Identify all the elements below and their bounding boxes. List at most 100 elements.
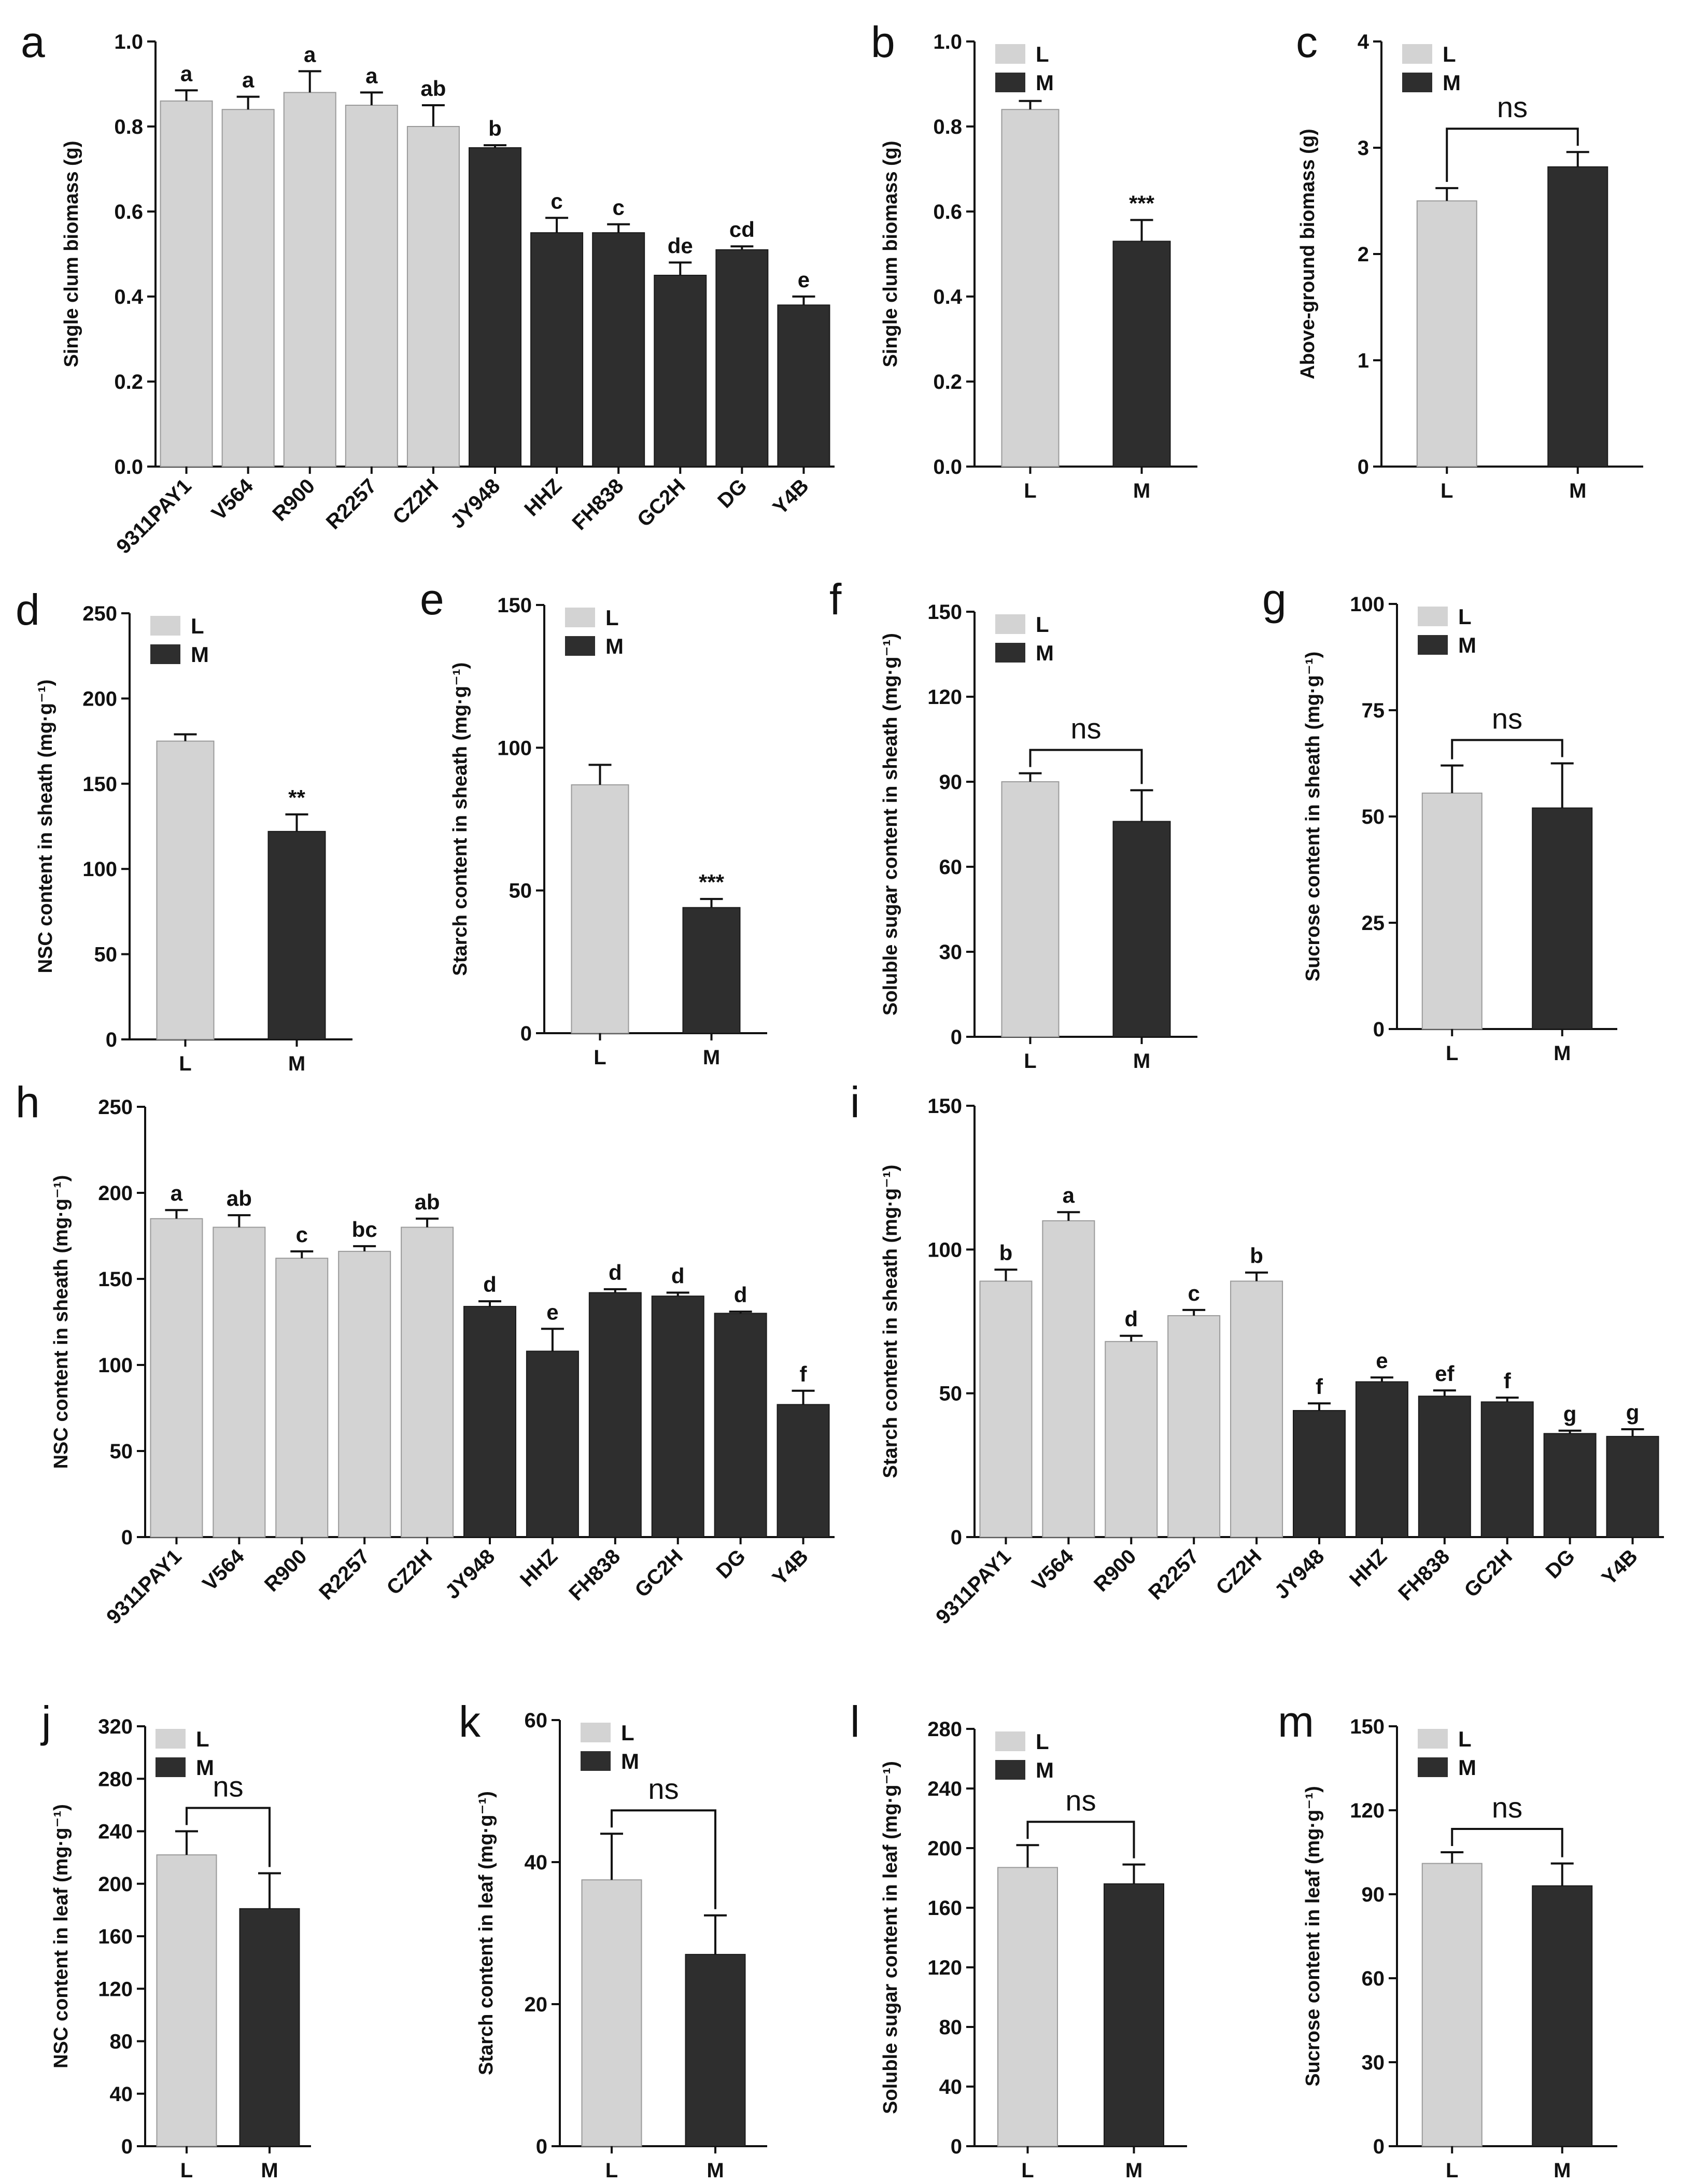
legend-swatch-M — [150, 644, 180, 664]
x-tick-label: M — [1569, 480, 1586, 502]
y-tick-label: 0 — [1373, 1018, 1385, 1041]
significance-label: g — [1626, 1400, 1640, 1425]
x-tick-label: M — [1554, 2159, 1571, 2182]
x-tick-label: FH838 — [568, 474, 628, 534]
legend-label: L — [605, 605, 619, 630]
bar-Y4B — [1606, 1435, 1659, 1538]
significance-label: c — [550, 189, 562, 213]
y-tick-label: 0.2 — [114, 371, 143, 393]
legend-swatch-L — [150, 616, 180, 636]
bar-JY948 — [1293, 1410, 1346, 1538]
significance-label: *** — [1129, 191, 1155, 215]
legend-label: L — [1443, 42, 1456, 66]
y-tick-label: 0.2 — [933, 371, 962, 393]
significance-label: a — [180, 61, 193, 86]
x-tick-label: Y4B — [769, 474, 813, 519]
y-tick-label: 50 — [509, 880, 532, 903]
significance-bracket — [1451, 1828, 1563, 1857]
x-tick-label: 9311PAY1 — [112, 474, 196, 558]
y-axis-title: Sucrose content in sheath (mg·g⁻¹) — [1302, 652, 1324, 982]
y-tick-label: 0 — [121, 1526, 133, 1549]
significance-label: c — [296, 1222, 308, 1247]
x-tick-label: FH838 — [1394, 1545, 1454, 1605]
x-tick-label: HHZ — [520, 474, 566, 520]
bar-R900 — [275, 1258, 329, 1538]
y-tick-label: 0 — [951, 1026, 962, 1049]
bar-GC2H — [654, 275, 707, 467]
y-tick-label: 40 — [110, 2083, 133, 2106]
y-tick-label: 4 — [1358, 31, 1370, 53]
significance-label: b — [488, 116, 502, 140]
bar-L — [1421, 792, 1483, 1030]
y-tick-label: 160 — [927, 1897, 962, 1920]
significance-bracket — [611, 1809, 716, 1909]
y-tick-label: 240 — [927, 1778, 962, 1800]
bar-R2257 — [338, 1250, 391, 1538]
legend-swatch-L — [1402, 44, 1432, 64]
bar-9311PAY1 — [979, 1280, 1033, 1538]
bar-M — [1547, 166, 1608, 467]
panel-letter: g — [1262, 575, 1287, 624]
y-tick-label: 0.0 — [114, 456, 143, 478]
panel-letter: d — [16, 585, 40, 634]
x-tick-label: CZ2H — [1211, 1545, 1266, 1599]
x-tick-label: Y4B — [768, 1545, 813, 1589]
x-tick-label: L — [1446, 2159, 1458, 2182]
ns-label: ns — [1497, 91, 1528, 123]
y-tick-label: 0 — [951, 2135, 962, 2158]
legend-label: L — [1036, 42, 1049, 66]
bar-DG — [715, 249, 769, 467]
significance-label: a — [365, 63, 378, 88]
bar-CZ2H — [1230, 1280, 1283, 1538]
bar-Y4B — [777, 1404, 830, 1538]
x-tick-label: R900 — [268, 474, 319, 526]
legend-label: L — [191, 614, 204, 638]
panel-letter: l — [850, 1697, 860, 1746]
x-tick-label: L — [1446, 1042, 1458, 1065]
bar-HHZ — [526, 1350, 579, 1538]
bar-GC2H — [1480, 1401, 1534, 1538]
x-tick-label: L — [1024, 1050, 1036, 1073]
bar-JY948 — [469, 147, 521, 467]
bar-M — [1532, 807, 1593, 1030]
y-tick-label: 250 — [82, 602, 117, 625]
legend-swatch-M — [1418, 635, 1448, 655]
legend-label: M — [1443, 71, 1461, 95]
significance-label: cd — [729, 217, 755, 242]
bar-L — [581, 1879, 642, 2147]
panel-j: j 0 40 80 120 160 200 240 280 320 NSC content in l… — [40, 1697, 311, 2182]
significance-label: f — [1316, 1374, 1323, 1399]
x-tick-label: M — [703, 1046, 720, 1069]
legend-label: L — [196, 1727, 209, 1751]
ns-label: ns — [1492, 702, 1522, 735]
significance-bracket — [1446, 128, 1579, 182]
y-tick-label: 100 — [98, 1354, 133, 1377]
y-tick-label: 0 — [536, 2135, 547, 2158]
significance-label: ** — [288, 785, 305, 810]
legend-swatch-M — [565, 636, 595, 656]
legend-swatch-M — [156, 1757, 186, 1777]
y-tick-label: 160 — [98, 1925, 133, 1948]
panel-k: k 0 20 40 60 Starch content in leaf (mg·g⁻¹) L… — [459, 1697, 767, 2182]
y-tick-label: 200 — [82, 687, 117, 710]
y-tick-label: 1.0 — [933, 31, 962, 53]
significance-label: a — [242, 68, 255, 92]
y-tick-label: 150 — [1350, 1715, 1385, 1738]
panel-letter: k — [459, 1697, 481, 1746]
x-tick-label: L — [1441, 480, 1453, 502]
bar-FH838 — [1418, 1396, 1471, 1538]
x-tick-label: R900 — [260, 1545, 312, 1596]
y-axis-title: Single clum biomass (g) — [61, 140, 82, 367]
y-tick-label: 200 — [98, 1873, 133, 1896]
legend-swatch-L — [565, 608, 595, 627]
x-tick-label: GC2H — [630, 1545, 687, 1602]
panel-letter: e — [420, 575, 444, 624]
bar-CZ2H — [406, 126, 460, 467]
bar-FH838 — [592, 232, 645, 467]
legend-label: M — [621, 1749, 639, 1773]
significance-label: d — [1124, 1307, 1138, 1331]
significance-bracket — [186, 1807, 271, 1867]
panel-f: f 0 30 60 90 120 150 Soluble sugar content in s… — [829, 575, 1197, 1073]
bar-CZ2H — [401, 1227, 454, 1538]
bar-DG — [1543, 1433, 1597, 1538]
